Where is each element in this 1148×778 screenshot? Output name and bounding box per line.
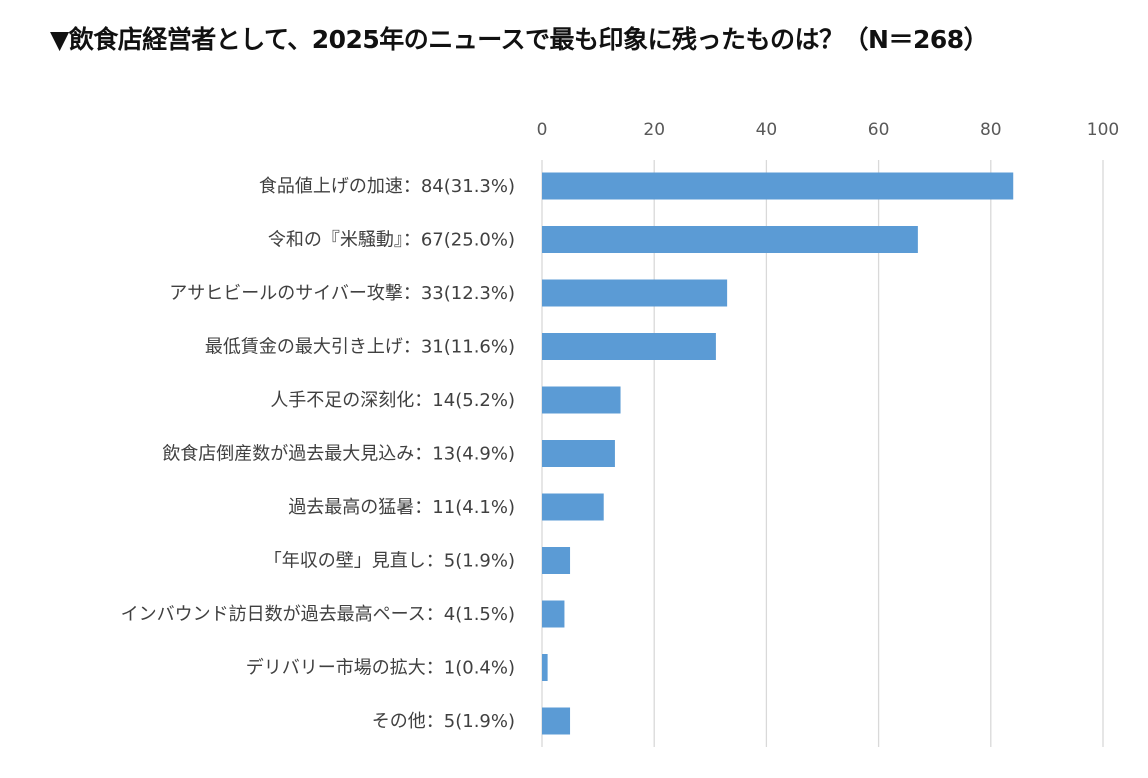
bar xyxy=(542,386,621,414)
bar xyxy=(542,547,571,574)
category-label: 人手不足の深刻化：14(5.2%) xyxy=(270,390,515,411)
bar xyxy=(542,226,918,253)
category-label: デリバリー市場の拡大：1(0.4%) xyxy=(246,658,515,679)
bar xyxy=(542,279,728,307)
x-tick-label: 40 xyxy=(756,120,778,140)
chart-title: ▼飲食店経営者として、2025年のニュースで最も印象に残ったものは？（N＝268… xyxy=(50,25,989,54)
x-tick-label: 60 xyxy=(868,120,890,140)
bar xyxy=(542,600,565,628)
bar xyxy=(542,654,548,681)
category-label: 飲食店倒産数が過去最大見込み：13(4.9%) xyxy=(162,444,515,465)
x-tick-label: 0 xyxy=(537,120,548,140)
category-label: 最低賃金の最大引き上げ：31(11.6%) xyxy=(205,337,515,358)
x-tick-label: 100 xyxy=(1087,120,1119,140)
x-tick-label: 80 xyxy=(980,120,1002,140)
category-label: 過去最高の猛暑：11(4.1%) xyxy=(288,497,515,518)
category-label: インバウンド訪日数が過去最高ペース：4(1.5%) xyxy=(121,604,515,625)
x-tick-label: 20 xyxy=(643,120,665,140)
category-label: 令和の『米騒動』：67(25.0%) xyxy=(268,230,515,251)
bar xyxy=(542,707,571,735)
category-label: アサヒビールのサイバー攻撃：33(12.3%) xyxy=(169,283,515,304)
category-label: 食品値上げの加速：84(31.3%) xyxy=(259,176,515,197)
category-label: 「年収の壁」見直し：5(1.9%) xyxy=(264,551,515,572)
bar xyxy=(542,172,1014,200)
bar xyxy=(542,333,716,360)
bar xyxy=(542,493,604,521)
category-label: その他：5(1.9%) xyxy=(372,711,515,732)
bar xyxy=(542,440,615,467)
